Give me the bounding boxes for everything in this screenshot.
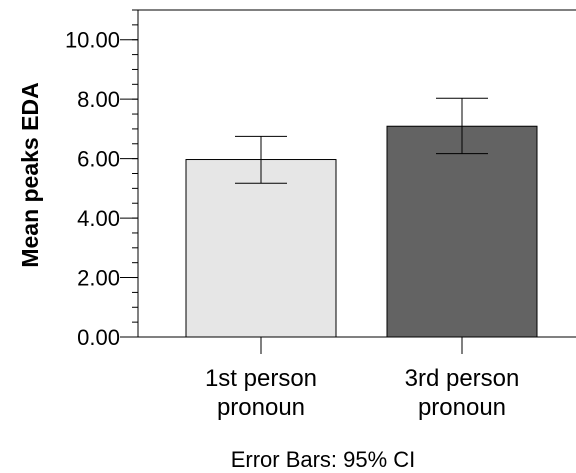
x-tick-label: 3rd person pronoun [405,365,520,421]
y-tick-label: 4.00 [77,206,120,231]
y-tick-label: 6.00 [77,147,120,172]
error-bars [235,97,488,184]
y-tick-label: 2.00 [77,266,120,291]
y-tick-label: 8.00 [77,87,120,112]
bars [185,125,538,338]
bar [185,159,337,338]
y-axis: 0.00 2.00 4.00 6.00 8.00 10.00 [65,9,576,350]
x-tick-label: 1st person pronoun [205,365,317,421]
y-tick-label: 10.00 [65,28,120,53]
error-bars-footnote: Error Bars: 95% CI [231,447,416,472]
y-tick-label: 0.00 [77,325,120,350]
x-axis: 1st person pronoun 3rd person pronoun [205,337,519,421]
bar [386,125,538,338]
y-axis-title: Mean peaks EDA [17,82,43,267]
